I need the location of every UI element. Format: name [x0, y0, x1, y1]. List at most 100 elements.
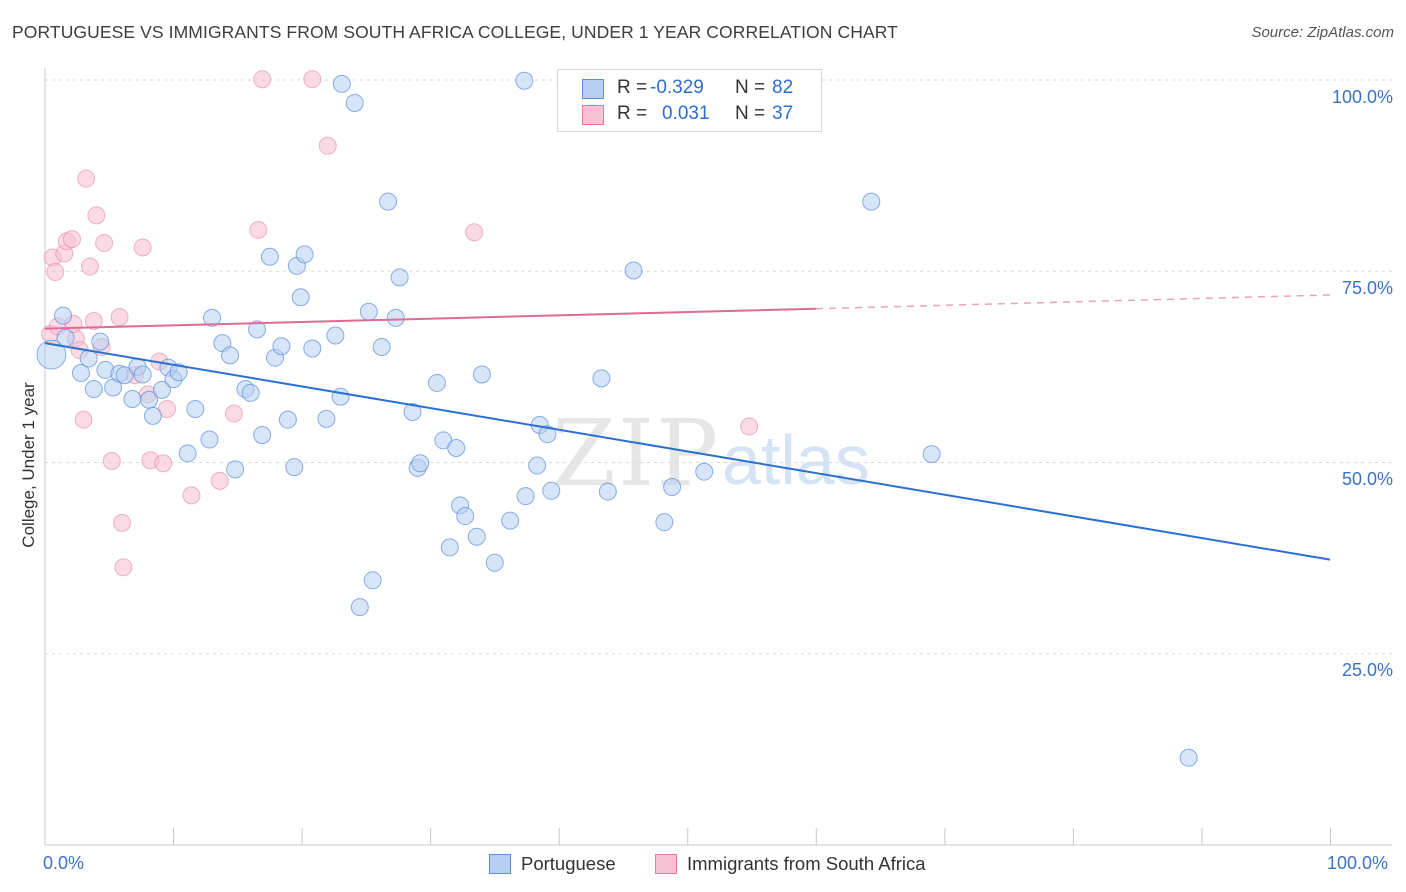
- portuguese-point: [123, 390, 142, 409]
- portuguese-point: [542, 481, 561, 500]
- portuguese-point: [390, 268, 409, 287]
- portuguese-point: [36, 339, 67, 370]
- south-africa-point: [95, 233, 114, 252]
- south-africa-point: [46, 263, 65, 282]
- portuguese-point: [186, 399, 205, 418]
- portuguese-point: [372, 337, 391, 356]
- y-axis-label: College, Under 1 year: [19, 382, 38, 548]
- south-africa-point: [102, 451, 121, 470]
- r-value: -0.329: [650, 77, 704, 98]
- portuguese-point: [84, 380, 103, 399]
- south-africa-point: [87, 206, 106, 225]
- south-africa-point: [113, 513, 132, 532]
- portuguese-point: [528, 456, 547, 475]
- south-africa-swatch: [655, 854, 677, 874]
- south-africa-point: [224, 404, 243, 423]
- r-label: R =: [617, 77, 648, 98]
- portuguese-point: [485, 553, 504, 572]
- portuguese-point: [501, 511, 520, 530]
- south-africa-trend-line: [44, 307, 817, 330]
- portuguese-point: [295, 245, 314, 264]
- south-africa-point: [154, 454, 173, 473]
- y-tick-label: 25.0%: [1341, 660, 1393, 680]
- n-label: N =: [735, 103, 766, 124]
- south-africa-point: [80, 257, 99, 276]
- trend-lines: [44, 294, 1331, 561]
- y-tick-label: 50.0%: [1341, 469, 1393, 489]
- portuguese-point: [200, 430, 219, 449]
- portuguese-point: [862, 192, 881, 211]
- south-africa-point: [84, 311, 103, 330]
- portuguese-point: [440, 538, 459, 557]
- portuguese-point: [178, 444, 197, 463]
- portuguese-point: [115, 366, 134, 385]
- south-africa-point: [74, 410, 93, 429]
- south-africa-point: [253, 70, 272, 89]
- south-africa-point: [210, 471, 229, 490]
- y-tick-label: 75.0%: [1341, 278, 1393, 298]
- south-africa-point: [133, 238, 152, 257]
- portuguese-point: [350, 598, 369, 617]
- n-value: 82: [772, 77, 794, 98]
- portuguese-point: [386, 308, 405, 327]
- portuguese-point: [285, 458, 304, 477]
- x-tick-label: 0.0%: [43, 853, 85, 873]
- south-africa-point: [77, 169, 96, 188]
- south-africa-point: [249, 220, 268, 239]
- portuguese-point: [411, 454, 430, 473]
- portuguese-point: [56, 328, 75, 347]
- portuguese-point: [241, 383, 260, 402]
- south-africa-trend-extension: [815, 294, 1331, 310]
- portuguese-point: [278, 410, 297, 429]
- portuguese-point: [592, 369, 611, 388]
- portuguese-point: [169, 363, 188, 382]
- portuguese-point: [226, 460, 245, 479]
- portuguese-trend-line: [44, 342, 1331, 561]
- portuguese-point: [248, 320, 267, 339]
- portuguese-point: [516, 487, 535, 506]
- portuguese-point: [221, 346, 240, 365]
- portuguese-point: [922, 445, 941, 464]
- portuguese-point: [291, 288, 310, 307]
- portuguese-point: [363, 571, 382, 590]
- portuguese-swatch: [582, 79, 604, 99]
- portuguese-point: [133, 365, 152, 384]
- r-label: R =: [617, 103, 648, 124]
- x-tick-label: 100.0%: [1327, 853, 1389, 873]
- portuguese-point: [427, 373, 446, 392]
- portuguese-point: [379, 192, 398, 211]
- portuguese-point: [403, 403, 422, 422]
- portuguese-point: [143, 406, 162, 425]
- south-africa-point: [110, 308, 129, 327]
- chart-title: PORTUGUESE VS IMMIGRANTS FROM SOUTH AFRI…: [12, 22, 898, 42]
- legend-label: Portuguese: [521, 853, 616, 874]
- south-africa-point: [303, 70, 322, 89]
- portuguese-point: [253, 425, 272, 444]
- axes: [44, 68, 1392, 846]
- portuguese-point: [624, 261, 643, 280]
- portuguese-point: [152, 380, 171, 399]
- south-africa-point: [114, 558, 133, 577]
- portuguese-point: [467, 527, 486, 546]
- portuguese-point: [71, 363, 90, 382]
- portuguese-point: [53, 306, 72, 325]
- portuguese-point: [326, 326, 345, 345]
- south-africa-point: [740, 417, 759, 436]
- portuguese-point: [1179, 748, 1198, 767]
- correlation-legend: R = -0.329 N = 82 R = 0.031 N = 37: [557, 69, 822, 132]
- n-label: N =: [735, 77, 766, 98]
- source-label: Source: ZipAtlas.com: [1251, 24, 1394, 41]
- portuguese-point: [695, 462, 714, 481]
- portuguese-point: [447, 438, 466, 457]
- portuguese-point: [91, 332, 110, 351]
- portuguese-point: [303, 339, 322, 358]
- gridlines: [45, 79, 1392, 655]
- watermark-zip: ZIP: [552, 400, 721, 507]
- portuguese-point: [515, 71, 534, 90]
- portuguese-point: [456, 507, 475, 526]
- portuguese-point: [359, 302, 378, 321]
- y-tick-label: 100.0%: [1331, 87, 1393, 107]
- portuguese-point: [663, 477, 682, 496]
- portuguese-point: [345, 93, 364, 112]
